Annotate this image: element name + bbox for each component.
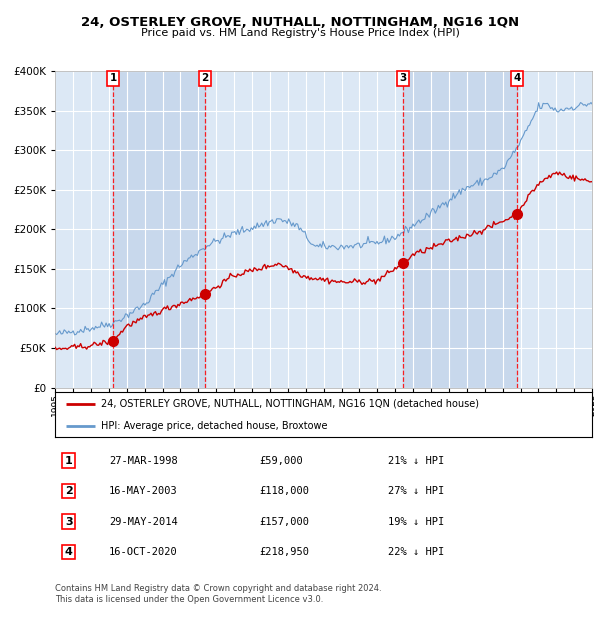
Text: Price paid vs. HM Land Registry's House Price Index (HPI): Price paid vs. HM Land Registry's House … [140,28,460,38]
Text: 3: 3 [65,516,73,526]
Text: 2: 2 [202,73,209,84]
Bar [403,71,517,388]
Text: 19% ↓ HPI: 19% ↓ HPI [388,516,445,526]
Text: 27-MAR-1998: 27-MAR-1998 [109,456,178,466]
Text: £118,000: £118,000 [259,486,309,496]
Text: £59,000: £59,000 [259,456,303,466]
Text: £157,000: £157,000 [259,516,309,526]
Text: 24, OSTERLEY GROVE, NUTHALL, NOTTINGHAM, NG16 1QN (detached house): 24, OSTERLEY GROVE, NUTHALL, NOTTINGHAM,… [101,399,479,409]
Text: 21% ↓ HPI: 21% ↓ HPI [388,456,445,466]
Text: 4: 4 [513,73,521,84]
Text: £218,950: £218,950 [259,547,309,557]
Text: This data is licensed under the Open Government Licence v3.0.: This data is licensed under the Open Gov… [55,595,323,604]
Text: HPI: Average price, detached house, Broxtowe: HPI: Average price, detached house, Brox… [101,421,328,431]
Text: 3: 3 [399,73,406,84]
Text: 22% ↓ HPI: 22% ↓ HPI [388,547,445,557]
Bar [113,71,205,388]
Text: 4: 4 [65,547,73,557]
Text: 29-MAY-2014: 29-MAY-2014 [109,516,178,526]
Text: 1: 1 [110,73,117,84]
Text: 2: 2 [65,486,73,496]
Text: Contains HM Land Registry data © Crown copyright and database right 2024.: Contains HM Land Registry data © Crown c… [55,584,382,593]
Text: 16-MAY-2003: 16-MAY-2003 [109,486,178,496]
Text: 16-OCT-2020: 16-OCT-2020 [109,547,178,557]
Text: 27% ↓ HPI: 27% ↓ HPI [388,486,445,496]
Text: 24, OSTERLEY GROVE, NUTHALL, NOTTINGHAM, NG16 1QN: 24, OSTERLEY GROVE, NUTHALL, NOTTINGHAM,… [81,16,519,29]
Text: 1: 1 [65,456,73,466]
